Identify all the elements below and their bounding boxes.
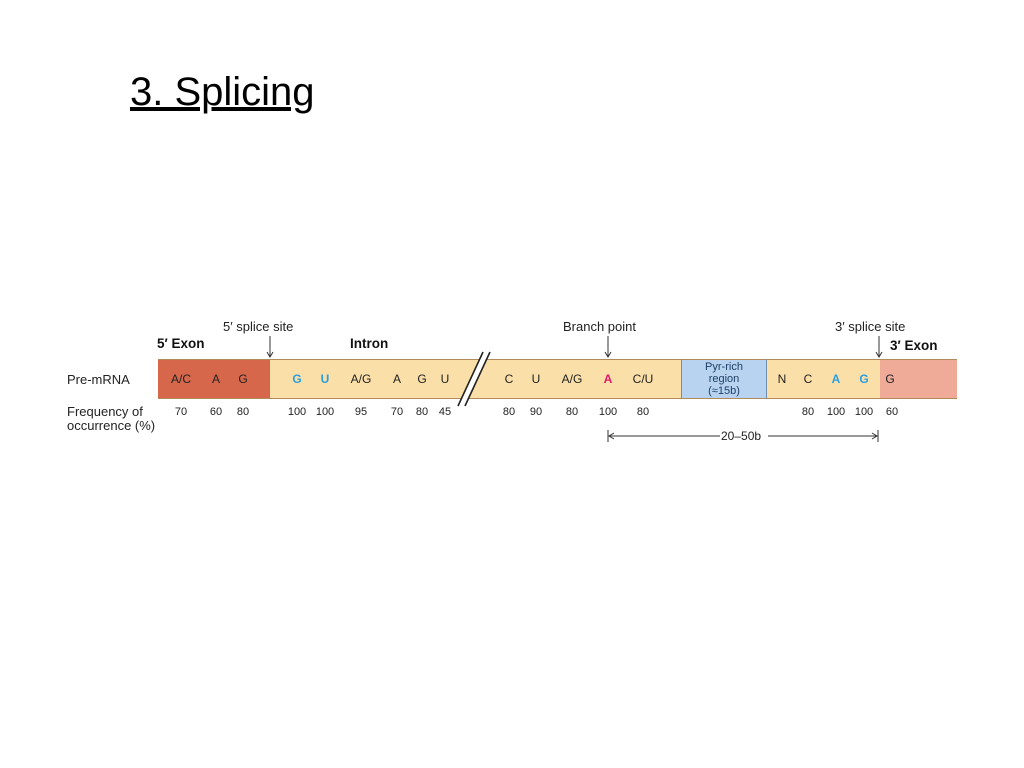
splice5-label: 5′ splice site [223,319,294,334]
frequency-value-2: 80 [236,406,250,418]
frequency-value-0: 70 [174,406,188,418]
nucleotide-18: G [885,372,895,386]
pyr-region-line3: (≈15b) [708,385,740,397]
nucleotide-10: U [531,372,541,386]
frequency-value-5: 95 [354,406,368,418]
frequency-value-7: 80 [415,406,429,418]
nucleotide-16: A [831,372,841,386]
nucleotide-12: A [603,372,613,386]
frequency-label-line1: Frequency of [67,404,143,419]
exon3-segment [880,359,957,399]
intron-label: Intron [350,336,389,351]
frequency-value-8: 45 [438,406,452,418]
nucleotide-7: G [417,372,427,386]
frequency-value-3: 100 [287,406,307,418]
sequence-break-mark [457,351,491,407]
nucleotide-0: A/C [170,372,192,386]
pyr-region-line2: region [708,373,740,385]
exon3-label: 3′ Exon [890,338,938,353]
frequency-value-16: 100 [826,406,846,418]
nucleotide-14: N [777,372,787,386]
slide-title: 3. Splicing [130,70,315,114]
branch-point-label: Branch point [563,319,636,334]
branch-point-arrow [604,336,612,358]
frequency-value-11: 80 [565,406,579,418]
nucleotide-15: C [803,372,813,386]
nucleotide-4: U [320,372,330,386]
distance-bracket [607,430,879,442]
frequency-value-17: 100 [854,406,874,418]
nucleotide-1: A [211,372,221,386]
pyr-region-text: Pyr-rich region (≈15b) [681,359,767,399]
frequency-label: Frequency of occurrence (%) [67,405,155,433]
exon5-segment [158,359,270,399]
splice5-arrow [266,336,274,358]
nucleotide-13: C/U [632,372,654,386]
frequency-value-10: 90 [529,406,543,418]
nucleotide-17: G [859,372,869,386]
nucleotide-2: G [238,372,248,386]
frequency-value-9: 80 [502,406,516,418]
nucleotide-9: C [504,372,514,386]
nucleotide-6: A [392,372,402,386]
distance-label: 20–50b [721,429,762,443]
nucleotide-5: A/G [350,372,372,386]
frequency-value-1: 60 [209,406,223,418]
frequency-label-line2: occurrence (%) [67,418,156,433]
splice3-arrow [875,336,883,358]
premrna-label: Pre-mRNA [67,372,130,387]
frequency-value-6: 70 [390,406,404,418]
frequency-value-12: 100 [598,406,618,418]
nucleotide-8: U [440,372,450,386]
frequency-value-15: 80 [801,406,815,418]
nucleotide-11: A/G [561,372,583,386]
splice3-label: 3′ splice site [835,319,906,334]
intron-segment-b [767,359,880,399]
frequency-value-18: 60 [885,406,899,418]
pyr-rich-region [681,359,767,399]
exon5-label: 5′ Exon [157,336,205,351]
nucleotide-3: G [292,372,302,386]
frequency-value-13: 80 [636,406,650,418]
pyr-region-line1: Pyr-rich [705,361,743,373]
frequency-value-4: 100 [315,406,335,418]
